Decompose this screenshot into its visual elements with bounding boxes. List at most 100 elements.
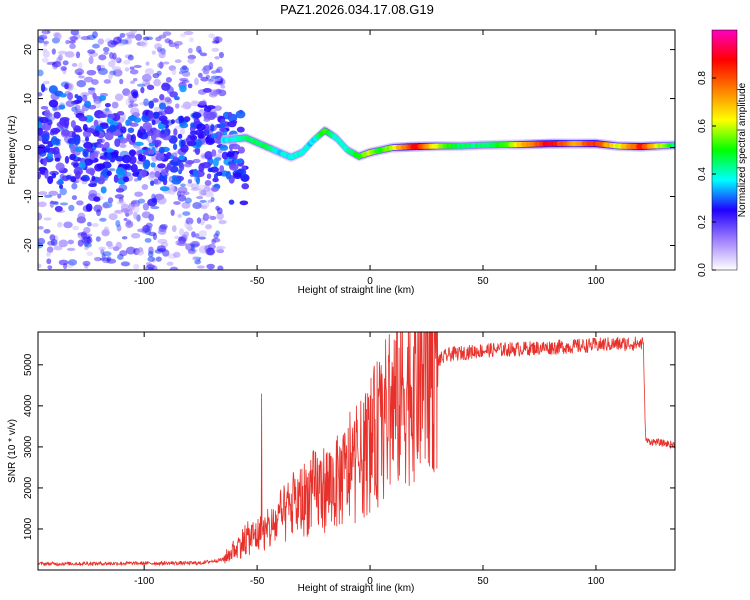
noise-blob (64, 155, 70, 164)
noise-blob (146, 84, 155, 91)
noise-blob (173, 251, 181, 258)
noise-blobs (38, 30, 250, 270)
noise-blob (121, 236, 128, 240)
noise-blob (231, 119, 238, 125)
noise-blob (69, 43, 76, 50)
noise-blob (71, 195, 78, 201)
noise-blob (196, 265, 205, 269)
noise-blob (152, 112, 160, 118)
noise-blob (108, 113, 115, 119)
y-tick-label: 3000 (23, 435, 34, 458)
noise-blob (206, 247, 215, 256)
noise-blob (225, 170, 232, 180)
noise-blob (123, 176, 130, 183)
noise-blob (130, 200, 137, 205)
noise-blob (161, 82, 171, 91)
noise-blob (124, 163, 131, 169)
noise-blob (106, 170, 112, 176)
noise-blob (49, 200, 59, 205)
noise-blob (219, 144, 229, 151)
noise-blob (133, 178, 139, 182)
noise-blob (131, 134, 136, 143)
noise-blob (96, 138, 103, 143)
noise-blob (150, 205, 160, 210)
noise-blob (69, 36, 78, 42)
noise-blob (99, 95, 107, 101)
noise-blob (89, 128, 95, 134)
noise-blob (39, 116, 49, 124)
noise-blob (123, 217, 128, 222)
noise-blob (152, 72, 160, 79)
noise-blob (174, 235, 180, 240)
noise-blob (153, 178, 162, 185)
noise-blob (71, 182, 78, 190)
noise-blob (74, 94, 79, 99)
noise-blob (173, 201, 181, 205)
noise-blob (82, 260, 91, 267)
noise-blob (198, 100, 207, 106)
noise-blob (174, 59, 182, 63)
noise-blob (188, 47, 193, 54)
noise-blob (164, 96, 172, 103)
noise-blob (194, 146, 201, 155)
noise-blob (151, 197, 157, 203)
noise-blob (47, 265, 53, 270)
snr-xlabel: Height of straight line (km) (298, 583, 415, 594)
noise-blob (64, 83, 69, 90)
noise-blob (175, 43, 180, 49)
noise-blob (98, 54, 107, 61)
noise-blob (196, 217, 202, 224)
x-tick-label: -100 (134, 276, 154, 287)
noise-blob (171, 68, 177, 76)
noise-blob (107, 40, 117, 48)
noise-blob (72, 225, 79, 231)
noise-blob (73, 135, 81, 145)
noise-blob (67, 239, 75, 245)
noise-blob (237, 146, 246, 154)
spectrogram-image (38, 30, 675, 270)
noise-blob (192, 256, 200, 262)
noise-blob (158, 50, 166, 59)
noise-blob (78, 62, 83, 70)
spectrogram-frame (37, 29, 676, 271)
noise-blob (154, 170, 161, 178)
noise-blob (57, 178, 64, 185)
noise-blob (115, 220, 121, 228)
noise-blob (141, 211, 152, 219)
noise-blob (185, 159, 195, 165)
noise-blob (241, 183, 250, 190)
noise-blob (111, 66, 122, 71)
noise-blob (206, 111, 217, 121)
noise-blob (204, 150, 213, 160)
noise-blob (129, 66, 135, 70)
noise-blob (151, 98, 160, 103)
noise-blob (40, 105, 49, 110)
noise-blob (187, 222, 193, 230)
noise-blob (88, 189, 98, 198)
noise-blob (151, 50, 156, 55)
noise-blob (125, 98, 131, 106)
noise-blob (198, 188, 203, 197)
colorbar-tick-label: 0.0 (697, 263, 708, 277)
noise-blob (215, 205, 220, 211)
noise-blob (53, 245, 63, 251)
noise-blob (38, 201, 47, 208)
x-tick-label: 0 (367, 576, 373, 587)
noise-blob (202, 87, 212, 93)
noise-blob (68, 40, 76, 44)
noise-blob (130, 232, 141, 239)
ridge-cell (672, 142, 675, 148)
noise-blob (108, 168, 116, 172)
noise-blob (101, 147, 107, 152)
noise-blob (99, 122, 109, 127)
noise-blob (205, 64, 211, 73)
noise-blob (204, 215, 214, 219)
noise-blob (103, 226, 110, 235)
snr-axes: -100 -50 0 50 100 1000 2000 3000 4000 5000 (23, 332, 675, 587)
noise-blob (58, 239, 68, 248)
noise-blob (47, 175, 54, 185)
noise-blob (216, 171, 223, 176)
noise-blob (136, 83, 146, 87)
